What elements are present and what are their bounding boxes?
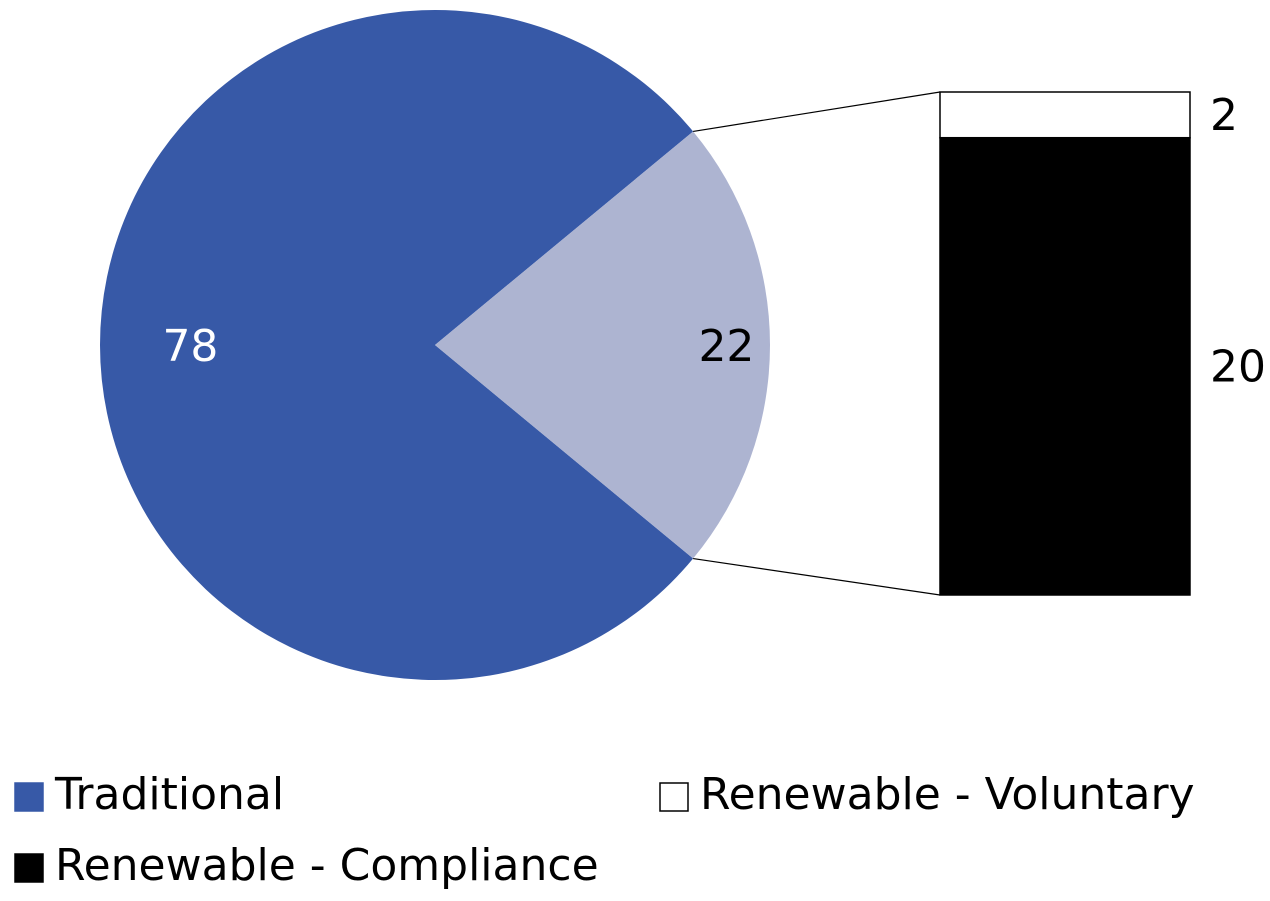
legend-swatch — [14, 853, 44, 883]
data-label: 2 — [1210, 90, 1238, 141]
data-label: 22 — [698, 321, 754, 372]
legend-swatch — [659, 782, 689, 812]
legend-label: Renewable - Compliance — [55, 840, 599, 891]
bar-segment — [939, 91, 1191, 139]
data-label: 78 — [162, 321, 218, 372]
pie-slice — [435, 131, 770, 559]
data-label: 20 — [1210, 341, 1266, 392]
legend-label: Renewable - Voluntary — [700, 769, 1195, 820]
pie-slice — [100, 9, 694, 681]
bar-segment — [939, 136, 1191, 596]
legend-label: Traditional — [54, 769, 284, 820]
legend-swatch — [14, 782, 44, 812]
connector-line — [693, 91, 941, 133]
connector-line — [693, 557, 941, 596]
